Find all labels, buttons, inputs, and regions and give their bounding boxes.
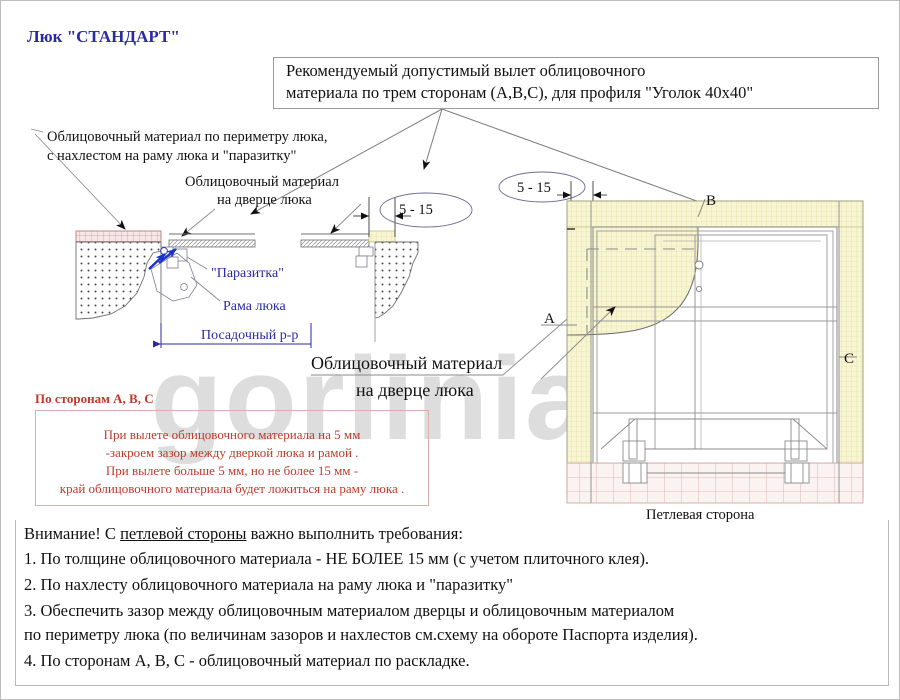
callout-perimeter-line2: с нахлестом на раму люка и "паразитку" (47, 148, 297, 164)
warning-post: важно выполнить требования: (246, 524, 463, 543)
label-hinge-side: Петлевая сторона (646, 507, 755, 523)
callout-door-line2: на дверце люка (217, 192, 312, 208)
center-caption-line1: Облицовочный материал (311, 353, 503, 373)
red-note-line3: При вылете больше 5 мм, но не более 15 м… (105, 463, 359, 478)
red-note-heading: По сторонам A, B, C (35, 391, 154, 406)
second-cross-section (300, 192, 473, 342)
red-note-box: При вылете облицовочного материала на 5 … (35, 410, 429, 506)
label-seat-size: Посадочный р-р (201, 328, 299, 343)
page-title: Люк "СТАНДАРТ" (27, 27, 180, 46)
dimension-callout-right (498, 171, 607, 206)
instructions-box: Внимание! С петлевой стороны важно выпол… (15, 520, 889, 686)
header-note-line2: материала по трем сторонам (A,B,C), для … (286, 83, 754, 102)
warning-pre: Внимание! С (24, 524, 121, 543)
instruction-item-4: 4. По сторонам A, B, C - облицовочный ма… (24, 651, 470, 670)
callout-perimeter-line1: Облицовочный материал по периметру люка, (47, 129, 328, 145)
callout-door-line1: Облицовочный материал (185, 174, 340, 190)
center-caption-line2: на дверце люка (356, 380, 474, 400)
instruction-item-1: 1. По толщине облицовочного материала - … (24, 549, 650, 568)
dimension-label-left: 5 - 15 (399, 202, 433, 218)
red-note-line4: край облицовочного материала будет ложит… (59, 481, 405, 496)
instruction-item-3b: по периметру люка (по величинам зазоров … (24, 625, 698, 644)
red-note-line2: -закроем зазор между дверкой люка и рамо… (105, 445, 359, 460)
label-parazitka: "Паразитка" (211, 266, 284, 281)
instruction-item-2: 2. По нахлесту облицовочного материала н… (24, 575, 514, 594)
red-note-line1: При вылете облицовочного материала на 5 … (103, 427, 361, 442)
instruction-warning: Внимание! С петлевой стороны важно выпол… (24, 524, 463, 544)
side-label-c: C (844, 351, 855, 367)
side-label-a: A (544, 311, 555, 327)
dimension-label-right: 5 - 15 (517, 180, 551, 196)
hatch-elevation-drawing (540, 198, 864, 504)
left-cross-section (75, 230, 312, 348)
side-label-b: B (706, 193, 717, 209)
header-note-box: Рекомендуемый допустимый вылет облицовоч… (273, 57, 879, 109)
header-note-line1: Рекомендуемый допустимый вылет облицовоч… (286, 61, 646, 80)
label-frame: Рама люка (223, 299, 286, 314)
instruction-item-3a: 3. Обеспечить зазор между облицовочным м… (24, 601, 675, 620)
warning-underlined: петлевой стороны (120, 524, 247, 543)
